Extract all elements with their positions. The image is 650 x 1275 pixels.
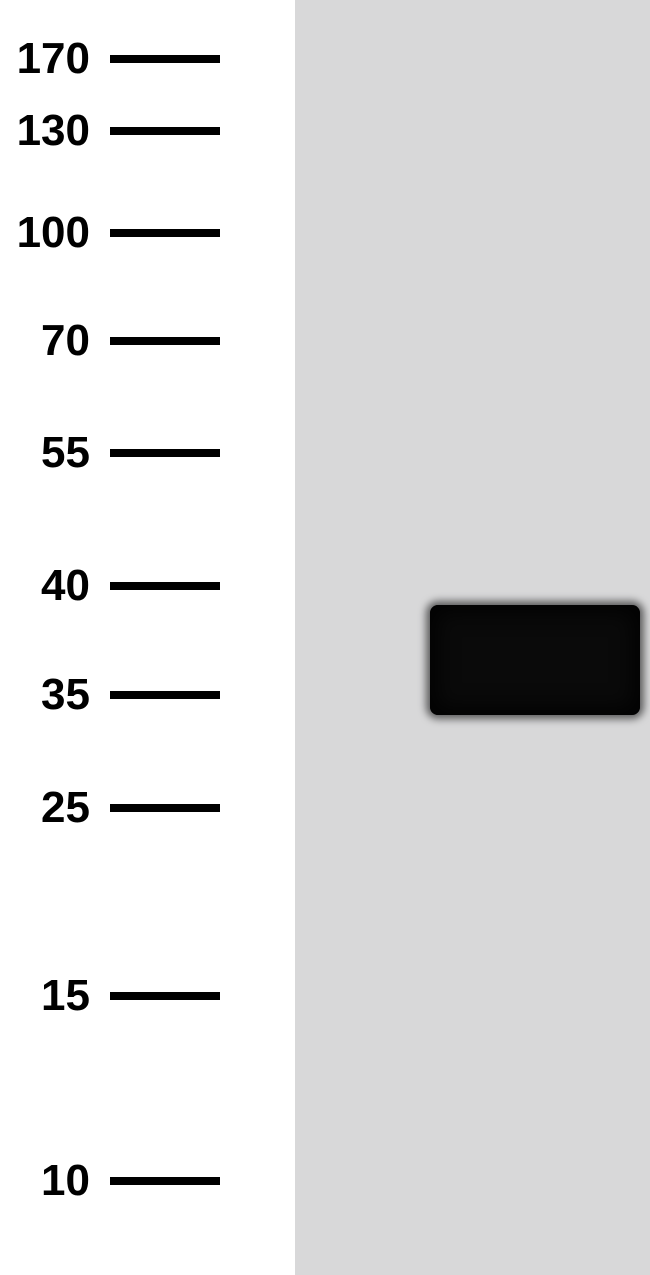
marker-row: 130 [0,106,290,156]
blot-membrane [295,0,650,1275]
marker-tick [110,229,220,237]
protein-band [430,605,640,715]
marker-tick [110,127,220,135]
marker-row: 55 [0,428,290,478]
western-blot-figure: 170 130 100 70 55 40 35 25 15 10 [0,0,650,1275]
marker-label: 35 [0,670,110,720]
marker-label: 100 [0,208,110,258]
molecular-weight-ladder: 170 130 100 70 55 40 35 25 15 10 [0,0,290,1275]
marker-tick [110,55,220,63]
marker-label: 40 [0,561,110,611]
marker-row: 170 [0,34,290,84]
marker-row: 70 [0,316,290,366]
marker-tick [110,804,220,812]
marker-row: 40 [0,561,290,611]
marker-label: 55 [0,428,110,478]
marker-row: 10 [0,1156,290,1206]
marker-tick [110,691,220,699]
marker-row: 15 [0,971,290,1021]
marker-label: 10 [0,1156,110,1206]
marker-tick [110,582,220,590]
marker-tick [110,1177,220,1185]
marker-label: 15 [0,971,110,1021]
marker-row: 100 [0,208,290,258]
marker-tick [110,337,220,345]
marker-tick [110,449,220,457]
marker-label: 25 [0,783,110,833]
marker-row: 25 [0,783,290,833]
marker-label: 170 [0,34,110,84]
marker-label: 70 [0,316,110,366]
marker-label: 130 [0,106,110,156]
marker-row: 35 [0,670,290,720]
marker-tick [110,992,220,1000]
